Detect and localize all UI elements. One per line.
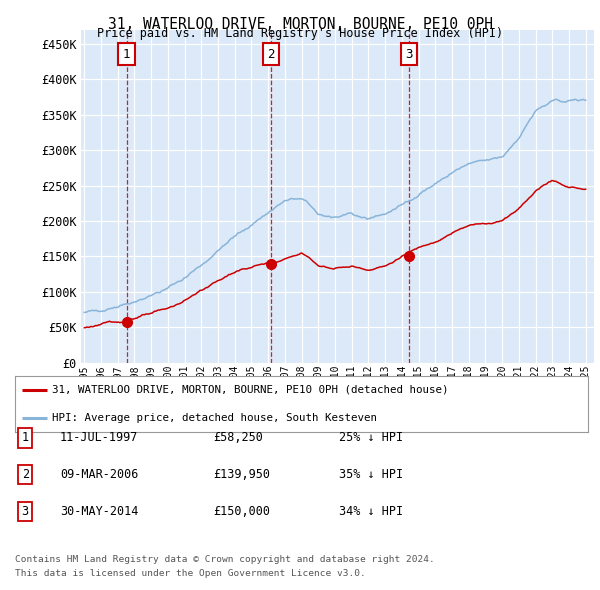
Text: Contains HM Land Registry data © Crown copyright and database right 2024.: Contains HM Land Registry data © Crown c… bbox=[15, 555, 435, 564]
Text: 3: 3 bbox=[22, 505, 29, 518]
Text: 1: 1 bbox=[22, 431, 29, 444]
Text: This data is licensed under the Open Government Licence v3.0.: This data is licensed under the Open Gov… bbox=[15, 569, 366, 578]
Text: 3: 3 bbox=[405, 48, 412, 61]
Text: 34% ↓ HPI: 34% ↓ HPI bbox=[339, 505, 403, 518]
Text: 11-JUL-1997: 11-JUL-1997 bbox=[60, 431, 139, 444]
Text: 35% ↓ HPI: 35% ↓ HPI bbox=[339, 468, 403, 481]
Text: £58,250: £58,250 bbox=[213, 431, 263, 444]
Text: HPI: Average price, detached house, South Kesteven: HPI: Average price, detached house, Sout… bbox=[52, 413, 377, 423]
Text: 25% ↓ HPI: 25% ↓ HPI bbox=[339, 431, 403, 444]
Text: 31, WATERLOO DRIVE, MORTON, BOURNE, PE10 0PH (detached house): 31, WATERLOO DRIVE, MORTON, BOURNE, PE10… bbox=[52, 385, 449, 395]
Text: 09-MAR-2006: 09-MAR-2006 bbox=[60, 468, 139, 481]
Text: 30-MAY-2014: 30-MAY-2014 bbox=[60, 505, 139, 518]
Text: 2: 2 bbox=[268, 48, 275, 61]
Text: 31, WATERLOO DRIVE, MORTON, BOURNE, PE10 0PH: 31, WATERLOO DRIVE, MORTON, BOURNE, PE10… bbox=[107, 17, 493, 31]
Text: Price paid vs. HM Land Registry's House Price Index (HPI): Price paid vs. HM Land Registry's House … bbox=[97, 27, 503, 40]
Text: £150,000: £150,000 bbox=[213, 505, 270, 518]
Text: 2: 2 bbox=[22, 468, 29, 481]
Text: 1: 1 bbox=[123, 48, 130, 61]
Text: £139,950: £139,950 bbox=[213, 468, 270, 481]
